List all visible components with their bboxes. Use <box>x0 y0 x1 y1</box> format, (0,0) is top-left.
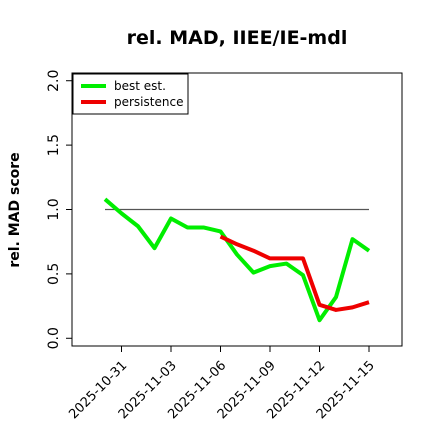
legend-label: best est. <box>114 79 166 93</box>
legend-box <box>72 73 189 115</box>
series-line <box>103 197 371 323</box>
legend-label: persistence <box>114 95 183 109</box>
y-tick-label: 0.0 <box>46 327 62 349</box>
chart-title: rel. MAD, IIEE/IE-mdl <box>127 27 348 49</box>
series-line <box>219 234 370 312</box>
y-axis-label: rel. MAD score <box>7 152 23 267</box>
y-tick-label: 1.5 <box>46 134 62 156</box>
y-tick-label: 0.5 <box>46 263 62 285</box>
y-tick-label: 1.0 <box>46 198 62 220</box>
y-tick-label: 2.0 <box>46 70 62 92</box>
